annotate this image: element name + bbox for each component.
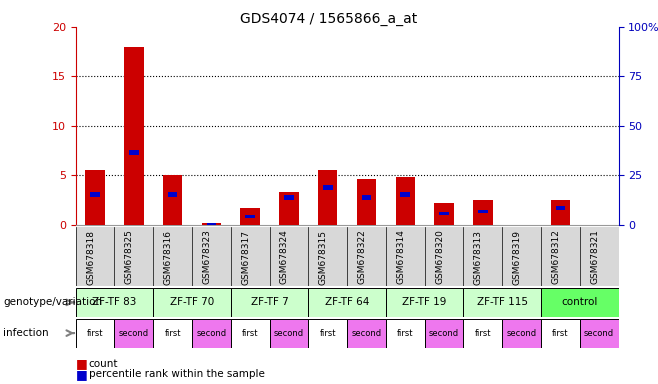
- Bar: [231, 319, 270, 348]
- Bar: [202, 223, 221, 225]
- Text: GSM678322: GSM678322: [357, 230, 367, 284]
- Text: GSM678325: GSM678325: [125, 230, 134, 285]
- Bar: [309, 288, 386, 317]
- Text: ■: ■: [76, 358, 88, 371]
- Text: first: first: [474, 329, 491, 338]
- Text: second: second: [584, 329, 614, 338]
- Text: GSM678323: GSM678323: [203, 230, 211, 285]
- Bar: [279, 192, 299, 225]
- Text: GSM678312: GSM678312: [551, 230, 561, 285]
- Text: second: second: [351, 329, 382, 338]
- Bar: [284, 195, 293, 200]
- Text: first: first: [552, 329, 569, 338]
- Bar: [551, 200, 570, 225]
- Bar: [478, 210, 488, 213]
- Text: ZF-TF 115: ZF-TF 115: [476, 297, 528, 308]
- Bar: [245, 215, 255, 218]
- Text: GSM678315: GSM678315: [318, 230, 328, 285]
- Text: GSM678318: GSM678318: [86, 230, 95, 285]
- Bar: [362, 195, 371, 200]
- Bar: [86, 170, 105, 225]
- Bar: [555, 206, 565, 210]
- Text: GSM678314: GSM678314: [396, 230, 405, 285]
- Text: GDS4074 / 1565866_a_at: GDS4074 / 1565866_a_at: [240, 12, 418, 25]
- Text: ZF-TF 83: ZF-TF 83: [92, 297, 137, 308]
- Bar: [124, 46, 143, 225]
- Text: second: second: [119, 329, 149, 338]
- Bar: [231, 288, 309, 317]
- Bar: [192, 319, 231, 348]
- Text: genotype/variation: genotype/variation: [3, 297, 103, 308]
- Bar: [168, 192, 178, 197]
- Text: second: second: [196, 329, 226, 338]
- Bar: [541, 319, 580, 348]
- Bar: [129, 151, 139, 156]
- Text: ZF-TF 19: ZF-TF 19: [403, 297, 447, 308]
- Bar: [323, 185, 332, 190]
- Bar: [153, 288, 231, 317]
- Bar: [434, 203, 454, 225]
- Text: GSM678324: GSM678324: [280, 230, 289, 284]
- Text: control: control: [561, 297, 598, 308]
- Bar: [439, 212, 449, 215]
- Bar: [463, 319, 502, 348]
- Text: GSM678320: GSM678320: [435, 230, 444, 285]
- Text: ZF-TF 64: ZF-TF 64: [325, 297, 369, 308]
- Text: first: first: [87, 329, 103, 338]
- Text: first: first: [397, 329, 413, 338]
- Bar: [76, 319, 114, 348]
- Bar: [76, 227, 619, 286]
- Bar: [347, 319, 386, 348]
- Text: ZF-TF 7: ZF-TF 7: [251, 297, 288, 308]
- Text: ZF-TF 70: ZF-TF 70: [170, 297, 214, 308]
- Bar: [163, 175, 182, 225]
- Bar: [395, 177, 415, 225]
- Text: GSM678313: GSM678313: [474, 230, 483, 285]
- Bar: [114, 319, 153, 348]
- Bar: [401, 192, 410, 197]
- Bar: [153, 319, 192, 348]
- Text: second: second: [274, 329, 304, 338]
- Bar: [502, 319, 541, 348]
- Bar: [318, 170, 338, 225]
- Bar: [76, 288, 153, 317]
- Bar: [90, 192, 100, 197]
- Bar: [309, 319, 347, 348]
- Text: GSM678319: GSM678319: [513, 230, 522, 285]
- Bar: [357, 179, 376, 225]
- Text: first: first: [242, 329, 259, 338]
- Text: first: first: [164, 329, 181, 338]
- Bar: [207, 223, 216, 225]
- Text: GSM678321: GSM678321: [590, 230, 599, 285]
- Bar: [580, 319, 619, 348]
- Text: infection: infection: [3, 328, 49, 338]
- Text: GSM678317: GSM678317: [241, 230, 250, 285]
- Bar: [473, 200, 492, 225]
- Text: second: second: [429, 329, 459, 338]
- Text: ■: ■: [76, 368, 88, 381]
- Bar: [386, 288, 463, 317]
- Bar: [386, 319, 424, 348]
- Text: GSM678316: GSM678316: [164, 230, 172, 285]
- Bar: [240, 208, 260, 225]
- Text: second: second: [507, 329, 537, 338]
- Bar: [463, 288, 541, 317]
- Bar: [270, 319, 309, 348]
- Bar: [541, 288, 619, 317]
- Text: first: first: [319, 329, 336, 338]
- Bar: [424, 319, 463, 348]
- Text: percentile rank within the sample: percentile rank within the sample: [89, 369, 265, 379]
- Text: count: count: [89, 359, 118, 369]
